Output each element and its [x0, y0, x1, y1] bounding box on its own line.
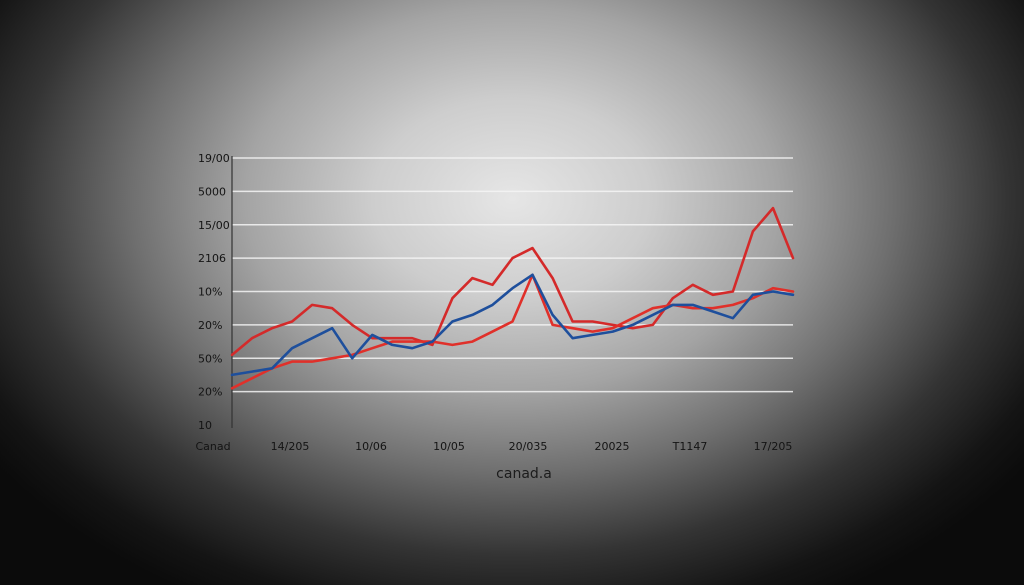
x-tick-label: 20025: [595, 440, 630, 453]
y-tick-label: 2106: [198, 252, 226, 265]
y-tick-label: 5000: [198, 185, 226, 198]
x-tick-label: 10/06: [355, 440, 387, 453]
y-tick-label: 15/00: [198, 219, 230, 232]
y-tick-label: 50%: [198, 352, 222, 365]
y-tick-label: 10: [198, 419, 212, 432]
y-tick-label: 19/00: [198, 152, 230, 165]
x-tick-label: Canad: [195, 440, 230, 453]
x-tick-label: 14/205: [271, 440, 310, 453]
series-lines: [230, 206, 795, 390]
y-tick-label: 20%: [198, 319, 222, 332]
x-tick-labels: Canad 14/205 10/06 10/05 20/035 20025 T1147 17/…: [195, 440, 792, 453]
x-axis-label: canad.a: [496, 466, 552, 482]
y-tick-labels: 19/00 5000 15/00 2106 10% 20% 50% 20% 10: [198, 152, 230, 432]
y-tick-label: 10%: [198, 286, 222, 299]
grid-lines: [232, 157, 793, 393]
x-tick-label: 17/205: [754, 440, 793, 453]
y-tick-label: 20%: [198, 386, 222, 399]
x-tick-label: 10/05: [433, 440, 465, 453]
series-line-1: [230, 206, 795, 357]
x-tick-label: T1147: [672, 440, 708, 453]
x-tick-label: 20/035: [509, 440, 548, 453]
series-line-3: [230, 273, 795, 377]
